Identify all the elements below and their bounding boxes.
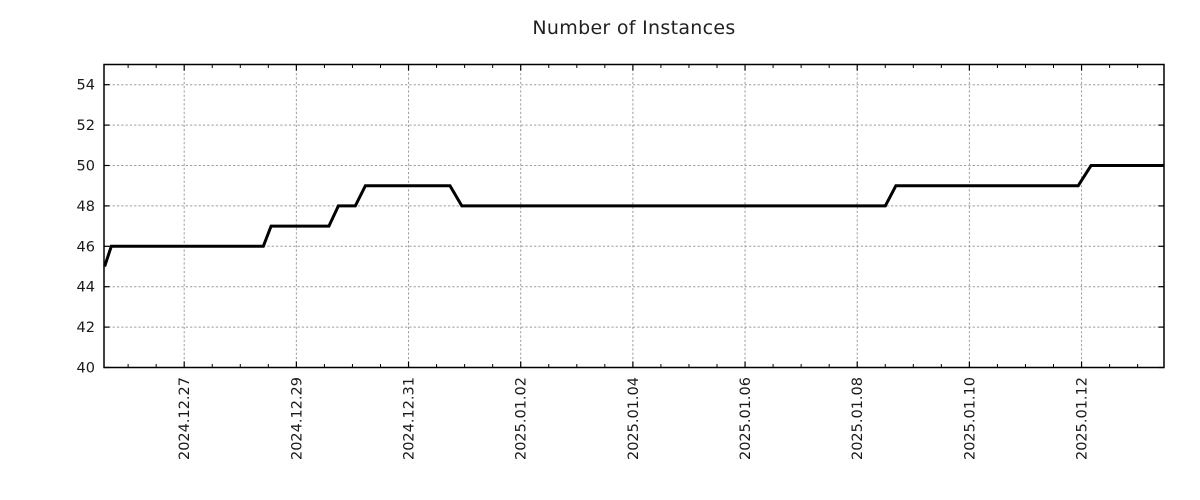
y-tick-label: 54 [77,78,95,94]
y-tick-label: 42 [77,320,95,336]
x-tick-label: 2024.12.31 [402,377,418,460]
x-tick-label: 2025.01.02 [514,377,530,460]
plot-frame [103,63,1165,369]
y-tick-label: 50 [77,159,95,175]
y-tick-label: 40 [77,361,95,377]
x-tick-label: 2025.01.08 [850,377,866,460]
x-tick-label: 2025.01.10 [962,377,978,460]
y-tick-label: 44 [77,280,95,296]
data-line-instances [103,164,1164,267]
y-tick-label: 48 [77,199,95,215]
x-tick-label: 2025.01.06 [738,377,754,460]
x-tick-label: 2024.12.27 [177,377,193,460]
x-tick-label: 2025.01.12 [1075,377,1091,460]
chart-title: Number of Instances [532,17,736,39]
x-tick-label: 2025.01.04 [626,377,642,460]
y-tick-label: 52 [77,118,95,134]
x-tick-label: 2024.12.29 [289,377,305,460]
y-tick-label: 46 [77,239,95,255]
